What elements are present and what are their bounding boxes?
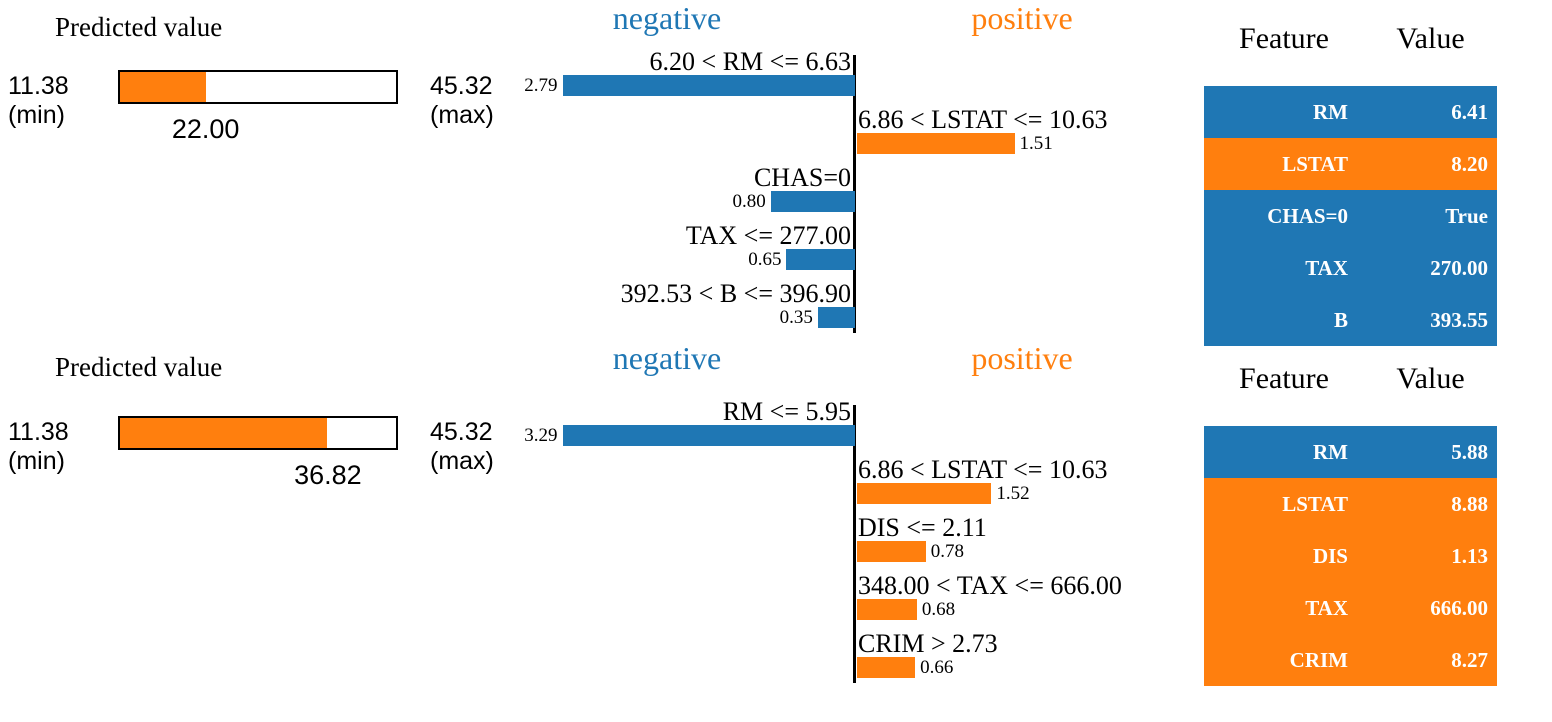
value-cell: 393.55 [1430,308,1488,332]
table-row: LSTAT 8.88 [1204,478,1497,530]
bar-value-label: 0.68 [921,599,956,620]
feature-cell: RM [1313,100,1348,124]
value-cell: True [1445,204,1488,228]
bar-label: TAX <= 277.00 [685,221,851,250]
contribution-bar [562,425,855,446]
feature-cell: RM [1313,440,1348,464]
value-cell: 8.27 [1451,648,1488,672]
gauge-max-value: 45.32 [430,418,493,446]
table-row: RM 5.88 [1204,426,1497,478]
explanation-panel-1: Predicted value 11.38 (min) 22.00 45.32 … [8,0,1497,346]
table-body: RM 5.88 LSTAT 8.88 DIS 1.13 TAX 666.00 CRIM 8.27 [1204,426,1497,686]
gauge-max-label: 45.32 (max) [430,72,494,130]
bar-label: 348.00 < TAX <= 666.00 [858,571,1122,600]
table-row: TAX 666.00 [1204,582,1497,634]
bar-label: 392.53 < B <= 396.90 [620,279,851,308]
feature-value-table: Feature Value RM 5.88 LSTAT 8.88 DIS 1.13 TAX 6… [1204,362,1497,686]
gauge-min-caption: (min) [8,101,65,129]
value-cell: 270.00 [1430,256,1488,280]
feature-cell: DIS [1312,544,1348,568]
value-column-header: Value [1396,22,1465,55]
table-row: B 393.55 [1204,294,1497,346]
gauge-fill [120,418,327,448]
table-body: RM 6.41 LSTAT 8.20 CHAS=0 True TAX 270.00 B 393.5… [1204,86,1497,346]
contribution-bar [562,75,855,96]
bar-value-label: 1.51 [1019,133,1053,154]
value-cell: 5.88 [1451,440,1488,464]
feature-value-table: Feature Value RM 6.41 LSTAT 8.20 CHAS=0 True T… [1204,22,1497,346]
contribution-bar [770,191,855,212]
bar-value-label: 0.65 [748,249,782,270]
predicted-value-title: Predicted value [55,12,223,42]
contribution-bar [817,307,855,328]
negative-header: negative [612,0,722,36]
feature-column-header: Feature [1239,22,1329,55]
value-cell: 1.13 [1451,544,1488,568]
gauge-min-label: 11.38 (min) [8,418,69,476]
feature-cell: CHAS=0 [1267,204,1348,228]
value-cell: 6.41 [1451,100,1488,124]
bar-value-label: 3.29 [524,425,558,446]
table-row: LSTAT 8.20 [1204,138,1497,190]
value-column-header: Value [1396,362,1465,395]
table-header-row: Feature Value [1204,362,1497,426]
table-row: RM 6.41 [1204,86,1497,138]
table-row: CHAS=0 True [1204,190,1497,242]
predicted-value: 36.82 [294,460,362,490]
feature-cell: TAX [1305,596,1348,620]
feature-column-header: Feature [1239,362,1329,395]
feature-cell: LSTAT [1282,152,1348,176]
gauge-min-value: 11.38 [8,72,69,100]
bar-label: DIS <= 2.11 [858,513,987,542]
gauge-max-value: 45.32 [430,72,493,100]
feature-cell: TAX [1305,256,1348,280]
contribution-bar [856,599,917,620]
feature-cell: LSTAT [1282,492,1348,516]
bar-label: 6.86 < LSTAT <= 10.63 [858,105,1108,134]
contribution-bar [856,133,1015,154]
bar-label: CRIM > 2.73 [858,629,998,658]
contribution-bar [786,249,855,270]
value-cell: 666.00 [1430,596,1488,620]
feature-cell: CRIM [1289,648,1348,672]
axis-line [853,405,856,683]
bar-value-label: 2.79 [524,75,558,96]
bar-label: CHAS=0 [753,163,851,192]
bar-label: 6.20 < RM <= 6.63 [649,47,851,76]
table-row: TAX 270.00 [1204,242,1497,294]
positive-header: positive [971,0,1073,36]
contribution-bar [856,657,916,678]
negative-header: negative [612,340,722,376]
predicted-value: 22.00 [171,114,240,144]
contribution-bar [856,541,926,562]
bar-label: RM <= 5.95 [722,397,851,426]
gauge-max-caption: (max) [430,447,494,475]
gauge-min-value: 11.38 [8,418,69,446]
bar-value-label: 0.35 [779,307,813,328]
bar-label: 6.86 < LSTAT <= 10.63 [858,455,1108,484]
bar-value-label: 0.66 [920,657,954,678]
explanation-panel-2: Predicted value 11.38 (min) 36.82 45.32 … [0,340,1552,722]
value-cell: 8.88 [1451,492,1488,516]
gauge-track [118,70,398,104]
bar-value-label: 0.78 [930,541,964,562]
gauge-min-label: 11.38 (min) [8,72,69,130]
value-cell: 8.20 [1451,152,1488,176]
table-header-row: Feature Value [1204,22,1497,86]
contribution-bar [856,483,992,504]
axis-line [853,55,856,333]
gauge-fill [120,72,207,102]
gauge-min-caption: (min) [8,447,65,475]
gauge-track [118,416,398,450]
bar-value-label: 1.52 [996,483,1030,504]
gauge-max-caption: (max) [430,101,494,129]
positive-header: positive [971,340,1073,376]
predicted-value-title: Predicted value [55,352,223,382]
gauge-max-label: 45.32 (max) [430,418,494,476]
table-row: CRIM 8.27 [1204,634,1497,686]
bar-value-label: 0.80 [732,191,766,212]
table-row: DIS 1.13 [1204,530,1497,582]
feature-cell: B [1333,308,1348,332]
